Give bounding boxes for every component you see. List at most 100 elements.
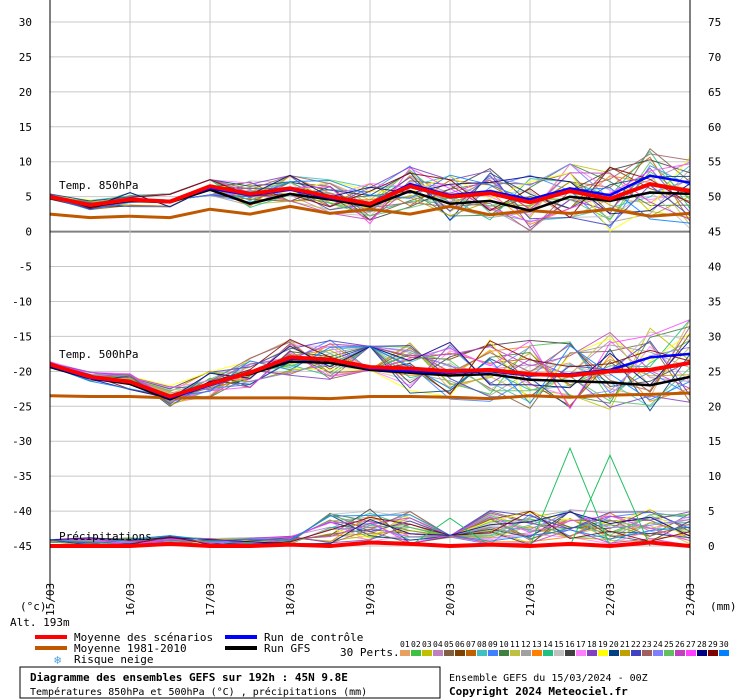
pert-number: 07 [466, 640, 476, 649]
series-mean-t500 [49, 355, 691, 399]
pert-number: 22 [631, 640, 641, 649]
pert-number: 18 [587, 640, 597, 649]
pert-swatch [543, 650, 553, 656]
y-left-tick: 10 [19, 156, 32, 169]
y-left-unit: (°c) [20, 600, 47, 613]
footer-copyright: Copyright 2024 Meteociel.fr [449, 685, 628, 698]
pert-number: 19 [598, 640, 608, 649]
pert-number: 04 [433, 640, 443, 649]
pert-swatch [411, 650, 421, 656]
y-right-tick: 5 [708, 505, 715, 518]
y-left-tick: 20 [19, 86, 32, 99]
y-left-tick: 0 [25, 226, 32, 239]
precip-spike [529, 446, 611, 547]
y-left-tick: -30 [12, 435, 32, 448]
pert-swatch [565, 650, 575, 656]
pert-swatch [466, 650, 476, 656]
pert-number: 13 [532, 640, 542, 649]
pert-number: 11 [510, 640, 520, 649]
pert-swatch [422, 650, 432, 656]
y-left-tick: -10 [12, 295, 32, 308]
legend-label-control: Run de contrôle [264, 631, 363, 644]
pert-swatch [488, 650, 498, 656]
y-right-tick: 65 [708, 86, 721, 99]
x-date-tick: 16/03 [124, 583, 137, 616]
pert-number: 27 [686, 640, 696, 649]
precip-spike [569, 453, 651, 547]
pert-number: 03 [422, 640, 432, 649]
footer-title: Diagramme des ensembles GEFS sur 192h : … [30, 671, 348, 684]
footer-title-box [19, 666, 441, 699]
y-right-unit: (mm) [710, 600, 737, 613]
series-mean-t850 [49, 182, 691, 208]
series-climatology-t500 [49, 391, 691, 401]
label-t500: Temp. 500hPa [59, 348, 138, 361]
ensemble-precip-line [49, 511, 691, 547]
pert-swatch [477, 650, 487, 656]
y-right-tick: 10 [708, 470, 721, 483]
pert-number: 20 [609, 640, 619, 649]
y-right-tick: 25 [708, 365, 721, 378]
y-left-tick: -35 [12, 470, 32, 483]
pert-swatch [444, 650, 454, 656]
x-date-tick: 20/03 [444, 583, 457, 616]
pert-swatch [631, 650, 641, 656]
pert-number: 16 [565, 640, 575, 649]
legend-label-snow: Risque neige [74, 653, 153, 666]
y-right-tick: 55 [708, 156, 721, 169]
y-right-tick: 35 [708, 295, 721, 308]
x-date-tick: 21/03 [524, 583, 537, 616]
pert-swatch [653, 650, 663, 656]
y-left-tick: 25 [19, 51, 32, 64]
pert-number: 24 [653, 640, 663, 649]
pert-swatch [664, 650, 674, 656]
legend-label-mean: Moyenne des scénarios [74, 631, 213, 644]
ensemble-precip-line [49, 514, 691, 545]
y-right-tick: 30 [708, 330, 721, 343]
pert-swatch [719, 650, 729, 656]
pert-number: 15 [554, 640, 564, 649]
y-right-tick: 50 [708, 191, 721, 204]
pert-number: 06 [455, 640, 465, 649]
label-precip: Précipitations [59, 530, 152, 543]
y-right-tick: 0 [708, 540, 715, 553]
pert-number: 29 [708, 640, 718, 649]
pert-swatch [400, 650, 410, 656]
pert-number: 09 [488, 640, 498, 649]
pert-number: 21 [620, 640, 630, 649]
pert-swatch [554, 650, 564, 656]
perturbation-legend: 01 02 03 04 05 06 07 08 09 10 11 12 13 14 15 16 17 18 19 20… [400, 640, 729, 656]
pert-swatch [686, 650, 696, 656]
pert-swatch [708, 650, 718, 656]
pert-swatch [532, 650, 542, 656]
pert-swatch [455, 650, 465, 656]
label-t850: Temp. 850hPa [59, 179, 138, 192]
precip-spike [409, 517, 491, 547]
series-gfs-t500 [49, 360, 691, 401]
y-left-tick: -15 [12, 330, 32, 343]
x-date-tick: 17/03 [204, 583, 217, 616]
ensemble-line [49, 166, 691, 219]
pert-number: 23 [642, 640, 652, 649]
legend: Moyenne des scénarios Run de contrôle Mo… [35, 631, 729, 667]
pert-number: 26 [675, 640, 685, 649]
series-climatology-t850 [49, 204, 691, 220]
x-date-tick: 19/03 [364, 583, 377, 616]
ensemble-precip-line [49, 515, 691, 546]
pert-number: 25 [664, 640, 674, 649]
pert-swatch [598, 650, 608, 656]
pert-number: 05 [444, 640, 454, 649]
ensemble-precip-line [49, 517, 691, 546]
series-mean-precip [50, 540, 691, 549]
legend-perts-label: 30 Perts. [340, 646, 400, 659]
pert-swatch [609, 650, 619, 656]
pert-swatch [675, 650, 685, 656]
pert-number: 28 [697, 640, 707, 649]
y-right-tick: 40 [708, 261, 721, 274]
ensemble-precip-line [49, 510, 691, 545]
y-right-tick: 15 [708, 435, 721, 448]
y-left-tick: -20 [12, 365, 32, 378]
y-right-tick: 45 [708, 226, 721, 239]
pert-number: 12 [521, 640, 531, 649]
